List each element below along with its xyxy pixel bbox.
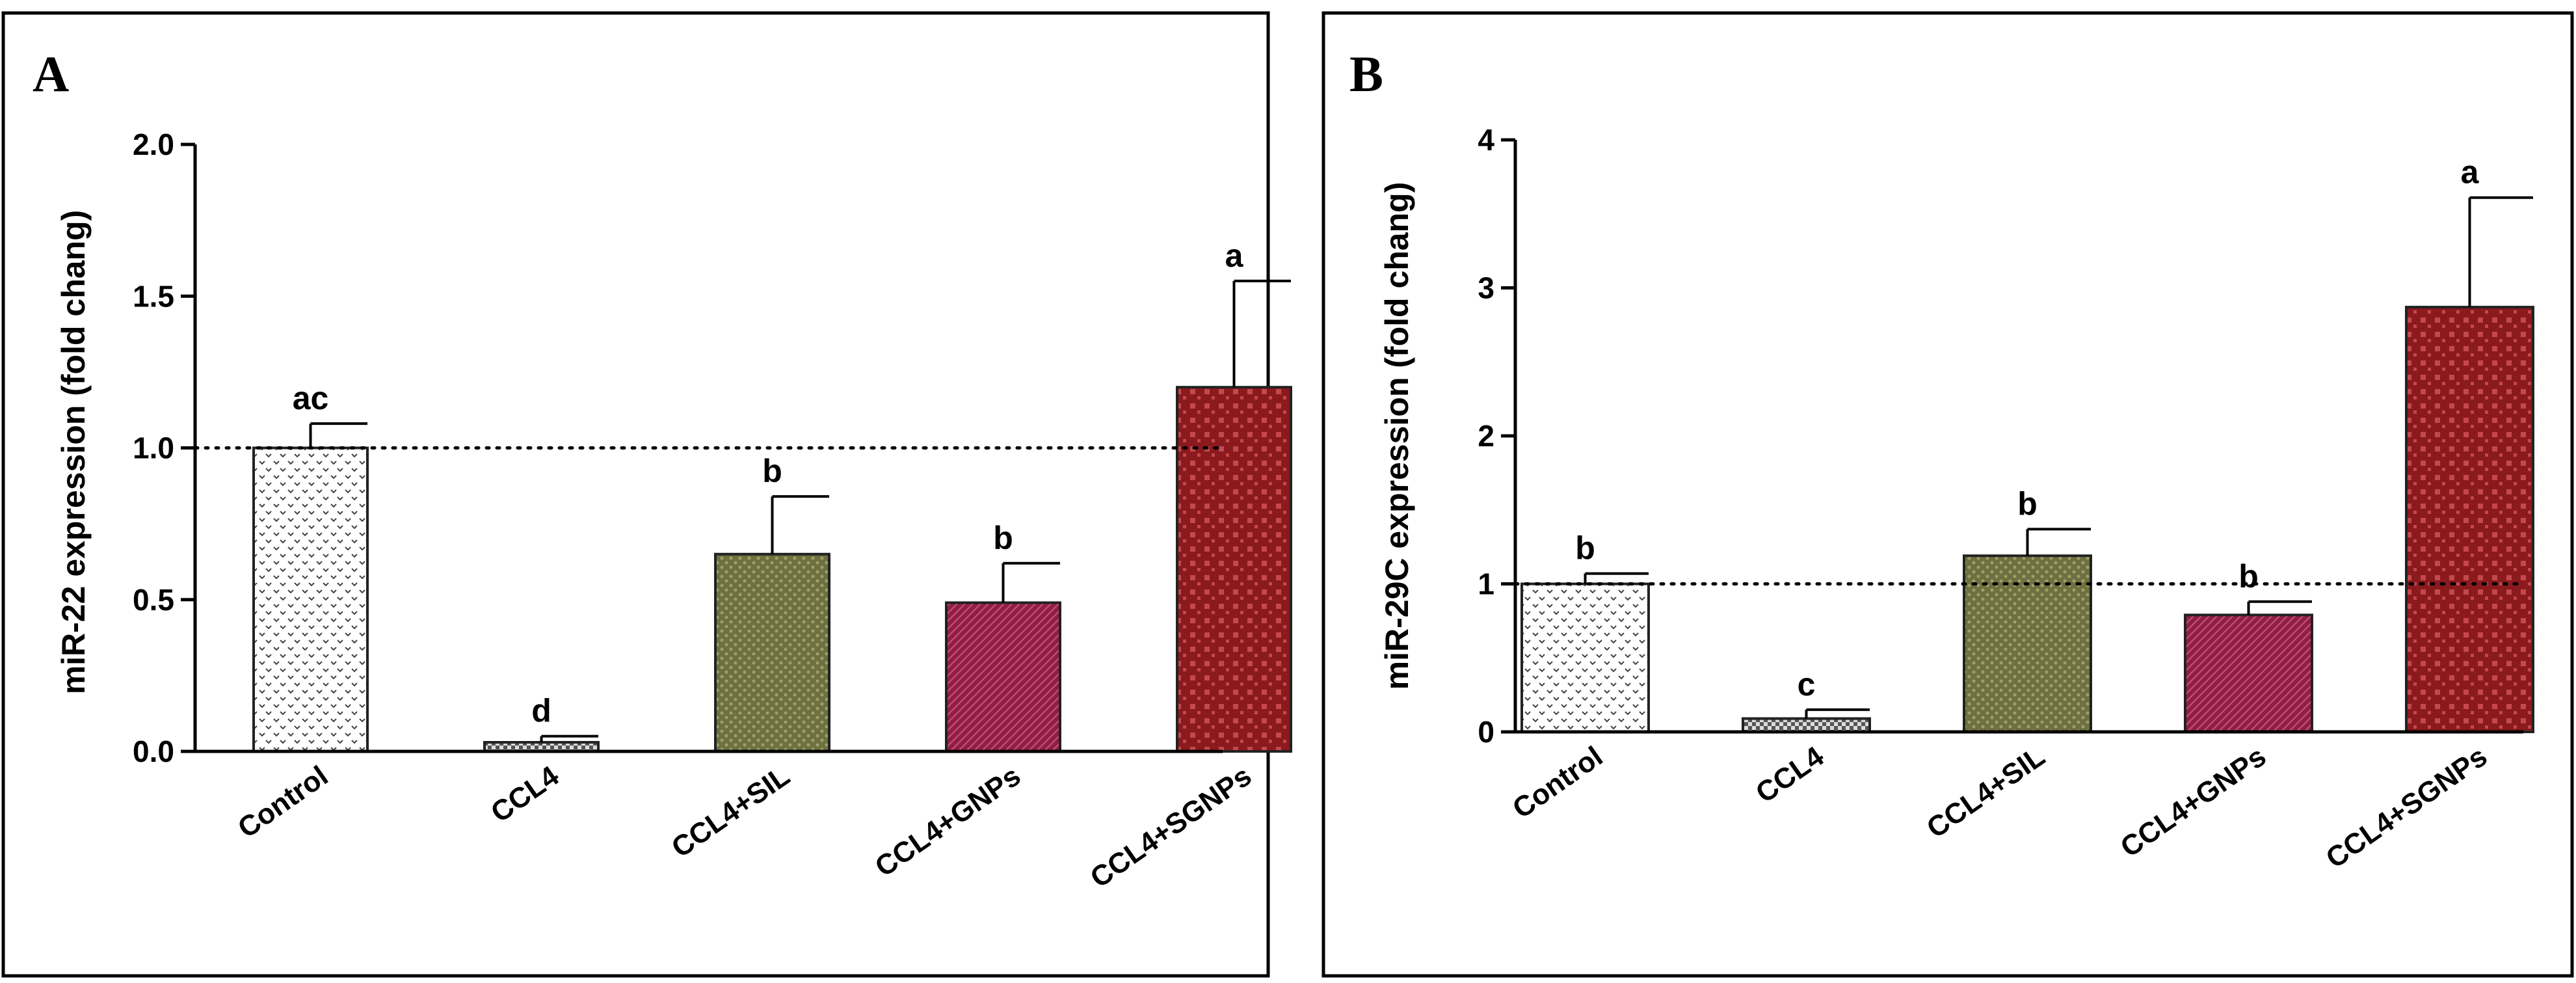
significance-label: c [1798,666,1816,703]
significance-label: b [993,520,1013,556]
panel-a: A miR-22 expression (fold chang) 0.0 0.5 1… [1,11,1292,978]
bar-ccl4-sil [1963,554,2092,734]
significance-label: d [531,693,551,729]
bar-control [252,446,369,753]
panel-a-letter: A [33,46,69,102]
y-tick-label: 0.5 [133,583,174,617]
significance-label: b [2238,558,2259,595]
panel-b: B miR-29C expression (fold chang) 0 1 2 3 4 b… [1321,11,2574,978]
significance-label: b [1575,530,1595,567]
panel-a-plot-area: 0.00.51.01.52.0acControldCCL4bCCL4+SILbC… [133,128,1292,894]
panel-b-letter: B [1349,46,1383,102]
bar-ccl4 [1742,717,1871,734]
y-tick-label: 1 [1478,567,1494,601]
bar-ccl4-gnps [945,601,1061,753]
y-tick-label: 2.0 [133,128,174,161]
significance-label: a [1225,237,1244,274]
significance-label: b [762,453,782,489]
y-tick-label: 1.5 [133,279,174,313]
y-tick-label: 1.0 [133,431,174,465]
significance-label: a [2461,154,2480,191]
y-tick-label: 0 [1478,715,1494,749]
bar-ccl4-gnps [2184,613,2313,734]
bar-ccl4-sgnps [2405,306,2534,733]
y-tick-label: 3 [1478,271,1494,305]
significance-label: ac [293,380,329,416]
significance-label: b [2017,485,2038,522]
bar-ccl4-sil [714,552,830,753]
panel-b-y-axis-label: miR-29C expression (fold chang) [1379,182,1415,690]
panel-b-frame [1321,11,2574,978]
y-tick-label: 2 [1478,419,1494,453]
panel-a-y-axis-label: miR-22 expression (fold chang) [55,210,92,695]
bar-ccl4-sgnps [1176,386,1292,753]
y-tick-label: 0.0 [133,734,174,768]
bar-control [1520,582,1650,733]
panel-a-frame [1,11,1270,978]
y-tick-label: 4 [1478,123,1494,157]
